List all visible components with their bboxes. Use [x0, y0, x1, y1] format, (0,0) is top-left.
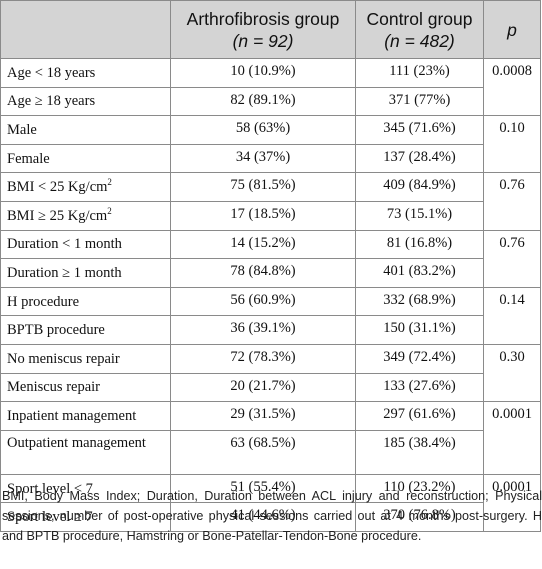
table-footnote: BMI, Body Mass Index; Duration, Duration… — [2, 489, 542, 543]
demographics-table: Arthrofibrosis group (n = 92) Control gr… — [0, 0, 541, 532]
header-arthrofibrosis-group: Arthrofibrosis group (n = 92) — [170, 0, 356, 59]
row-label: Duration ≥ 1 month — [0, 258, 171, 288]
table-row: No meniscus repair 72 (78.3%) 349 (72.4%… — [0, 343, 541, 403]
row-label: Sport level < 7 — [0, 473, 171, 504]
header-control-group: Control group (n = 482) — [355, 0, 484, 59]
header-control-n: (n = 482) — [384, 30, 455, 51]
row-label: Age ≥ 18 years — [0, 86, 171, 117]
p-value: 0.0001 — [483, 401, 541, 475]
header-control-title: Control group — [366, 8, 473, 29]
row-label: Female — [0, 143, 171, 174]
row-label: Duration < 1 month — [0, 229, 171, 260]
header-arthrofibrosis-title: Arthrofibrosis group — [186, 8, 340, 29]
row-label: BMI ≥ 25 Kg/cm2 — [0, 200, 171, 231]
table-row: BPTB procedure 36 (39.1%) 150 (31.1%) — [0, 315, 541, 345]
arthrofibrosis-value: 78 (84.8%) — [170, 258, 356, 288]
table-row: Age < 18 years 10 (10.9%) 111 (23%) 0.00… — [0, 57, 541, 117]
control-value: 409 (84.9%) — [355, 172, 484, 202]
p-value: 0.76 — [483, 172, 541, 231]
table-row: Age ≥ 18 years 82 (89.1%) 371 (77%) — [0, 86, 541, 117]
table-row: Female 34 (37%) 137 (28.4%) — [0, 143, 541, 174]
arthrofibrosis-value: 20 (21.7%) — [170, 372, 356, 403]
table-row: Sport level ≥ 7 41 (44.6%) 370 (76.8%) — [0, 502, 541, 532]
row-label: No meniscus repair — [0, 343, 171, 374]
arthrofibrosis-value: 17 (18.5%) — [170, 200, 356, 231]
row-label: Inpatient management — [0, 401, 171, 431]
table-row: BMI < 25 Kg/cm2 75 (81.5%) 409 (84.9%) 0… — [0, 172, 541, 231]
p-value: 0.30 — [483, 343, 541, 403]
row-label: Outpatient management — [0, 429, 171, 475]
control-value: 133 (27.6%) — [355, 372, 484, 403]
control-value: 401 (83.2%) — [355, 258, 484, 288]
arthrofibrosis-value: 14 (15.2%) — [170, 229, 356, 260]
header-arthrofibrosis-n: (n = 92) — [232, 30, 294, 51]
arthrofibrosis-value: 36 (39.1%) — [170, 315, 356, 345]
control-value: 349 (72.4%) — [355, 343, 484, 374]
row-label-text: BMI ≥ 25 Kg/cm — [7, 207, 108, 224]
table-row: Meniscus repair 20 (21.7%) 133 (27.6%) — [0, 372, 541, 403]
control-value: 150 (31.1%) — [355, 315, 484, 345]
arthrofibrosis-value: 63 (68.5%) — [170, 429, 356, 475]
arthrofibrosis-value: 34 (37%) — [170, 143, 356, 174]
control-value: 185 (38.4%) — [355, 429, 484, 475]
control-value: 332 (68.9%) — [355, 286, 484, 317]
table-row: Sport level < 7 51 (55.4%) 110 (23.2%) 0… — [0, 473, 541, 532]
superscript: 2 — [107, 205, 112, 216]
arthrofibrosis-value: 41 (44.6%) — [170, 502, 356, 532]
control-value: 370 (76.8%) — [355, 502, 484, 532]
arthrofibrosis-value: 82 (89.1%) — [170, 86, 356, 117]
row-label: BPTB procedure — [0, 315, 171, 345]
arthrofibrosis-value: 72 (78.3%) — [170, 343, 356, 374]
table-row: Male 58 (63%) 345 (71.6%) 0.10 — [0, 115, 541, 174]
p-value: 0.0001 — [483, 473, 541, 532]
table-row: Duration ≥ 1 month 78 (84.8%) 401 (83.2%… — [0, 258, 541, 288]
p-value: 0.10 — [483, 115, 541, 174]
arthrofibrosis-value: 29 (31.5%) — [170, 401, 356, 431]
arthrofibrosis-value: 58 (63%) — [170, 115, 356, 145]
control-value: 81 (16.8%) — [355, 229, 484, 260]
table-row: Outpatient management 63 (68.5%) 185 (38… — [0, 429, 541, 475]
arthrofibrosis-value: 10 (10.9%) — [170, 58, 356, 88]
arthrofibrosis-value: 75 (81.5%) — [170, 172, 356, 202]
header-p-value: p — [483, 0, 541, 59]
table-row: Duration < 1 month 14 (15.2%) 81 (16.8%)… — [0, 229, 541, 288]
table-header-row: Arthrofibrosis group (n = 92) Control gr… — [0, 0, 541, 59]
p-value: 0.76 — [483, 229, 541, 288]
control-value: 371 (77%) — [355, 86, 484, 117]
control-value: 111 (23%) — [355, 58, 484, 88]
p-value: 0.0008 — [483, 57, 541, 117]
arthrofibrosis-value: 51 (55.4%) — [170, 473, 356, 504]
control-value: 73 (15.1%) — [355, 200, 484, 231]
row-label: Meniscus repair — [0, 372, 171, 403]
control-value: 137 (28.4%) — [355, 143, 484, 174]
control-value: 345 (71.6%) — [355, 115, 484, 145]
header-blank-cell — [0, 0, 171, 59]
row-label: Male — [0, 115, 171, 145]
arthrofibrosis-value: 56 (60.9%) — [170, 286, 356, 317]
row-label: Age < 18 years — [0, 58, 171, 88]
table-row: BMI ≥ 25 Kg/cm2 17 (18.5%) 73 (15.1%) — [0, 200, 541, 231]
row-label: H procedure — [0, 286, 171, 317]
superscript: 2 — [107, 177, 112, 188]
control-value: 297 (61.6%) — [355, 401, 484, 431]
row-label-text: BMI < 25 Kg/cm — [7, 179, 108, 196]
table-row: Inpatient management 29 (31.5%) 297 (61.… — [0, 401, 541, 475]
p-value: 0.14 — [483, 286, 541, 345]
row-label: BMI < 25 Kg/cm2 — [0, 172, 171, 202]
table-row: H procedure 56 (60.9%) 332 (68.9%) 0.14 — [0, 286, 541, 345]
